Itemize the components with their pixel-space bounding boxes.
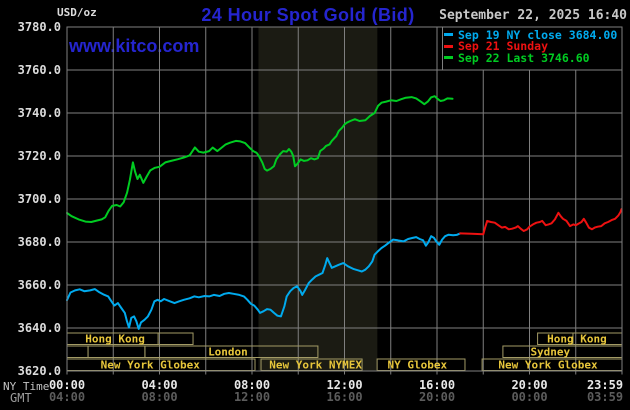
gmt-tick-label: 12:00	[233, 390, 271, 404]
gmt-tick-label: 08:00	[141, 390, 178, 404]
y-tick-label: 3660.0	[17, 277, 61, 292]
gmt-tick-label: 20:00	[418, 390, 456, 404]
legend-entry-sep21: Sep 21 Sunday	[444, 39, 624, 54]
timestamp: September 22, 2025 16:40	[439, 8, 627, 23]
gmt-tick-label: 16:00	[326, 390, 363, 404]
legend-dash-icon	[444, 44, 453, 48]
session-box	[87, 345, 146, 358]
kitco-watermark: www.kitco.com	[69, 36, 200, 56]
ny-time-axis-label: NY Time	[3, 380, 50, 393]
gmt-tick-label: 04:00	[48, 390, 86, 404]
legend-entry-sep19: Sep 19 NY close 3684.00	[444, 27, 624, 42]
y-tick-label: 3760.0	[17, 62, 61, 77]
session-label: New York Globex	[101, 359, 201, 372]
price-line-sep22	[66, 95, 454, 223]
y-tick-label: 3680.0	[17, 234, 61, 249]
ny-tick-label: 16:00	[418, 378, 456, 392]
legend-entry-label: Sep 21 Sunday	[458, 39, 549, 54]
legend-entry-label: Sep 22 Last 3746.60	[458, 50, 590, 65]
legend-entry-label: Sep 19 NY close 3684.00	[458, 27, 618, 42]
price-line-sep19	[66, 232, 462, 330]
ny-tick-label: 00:00	[48, 378, 86, 392]
session-label: Hong Kong	[547, 333, 607, 346]
session-label: NY Globex	[388, 359, 448, 372]
session-box	[144, 345, 319, 358]
y-tick-label: 3640.0	[17, 320, 61, 335]
chart-title: 24 Hour Spot Gold (Bid)	[201, 5, 415, 25]
session-label: New York NYMEX	[269, 359, 362, 372]
gmt-axis-label: GMT	[10, 391, 32, 405]
price-line-sep21	[459, 208, 623, 236]
y-tick-label: 3620.0	[17, 363, 61, 378]
ny-tick-label: 23:59	[586, 378, 624, 392]
gmt-tick-label: 03:59	[586, 390, 624, 404]
y-tick-label: 3720.0	[17, 148, 61, 163]
gmt-tick-label: 00:00	[511, 390, 548, 404]
y-tick-label: 3700.0	[17, 191, 61, 206]
session-label: New York Globex	[498, 359, 598, 372]
ny-tick-label: 04:00	[141, 378, 178, 392]
session-label: London	[208, 346, 248, 359]
legend-entry-sep22: Sep 22 Last 3746.60	[444, 50, 624, 65]
unit-label: USD/oz	[57, 6, 97, 19]
y-tick-label: 3780.0	[17, 19, 61, 34]
session-label: Hong Kong	[85, 333, 145, 346]
legend: Sep 19 NY close 3684.00 Sep 21 Sunday Sep …	[444, 27, 624, 65]
session-label: Sydney	[530, 346, 570, 359]
legend-dash-icon	[444, 33, 453, 37]
ny-tick-label: 12:00	[326, 378, 363, 392]
y-tick-label: 3740.0	[17, 105, 61, 120]
ny-tick-label: 20:00	[511, 378, 548, 392]
plot-border	[66, 26, 623, 372]
ny-tick-label: 08:00	[233, 378, 271, 392]
legend-dash-icon	[444, 56, 453, 60]
session-box	[66, 345, 89, 358]
legend-box	[442, 27, 622, 70]
